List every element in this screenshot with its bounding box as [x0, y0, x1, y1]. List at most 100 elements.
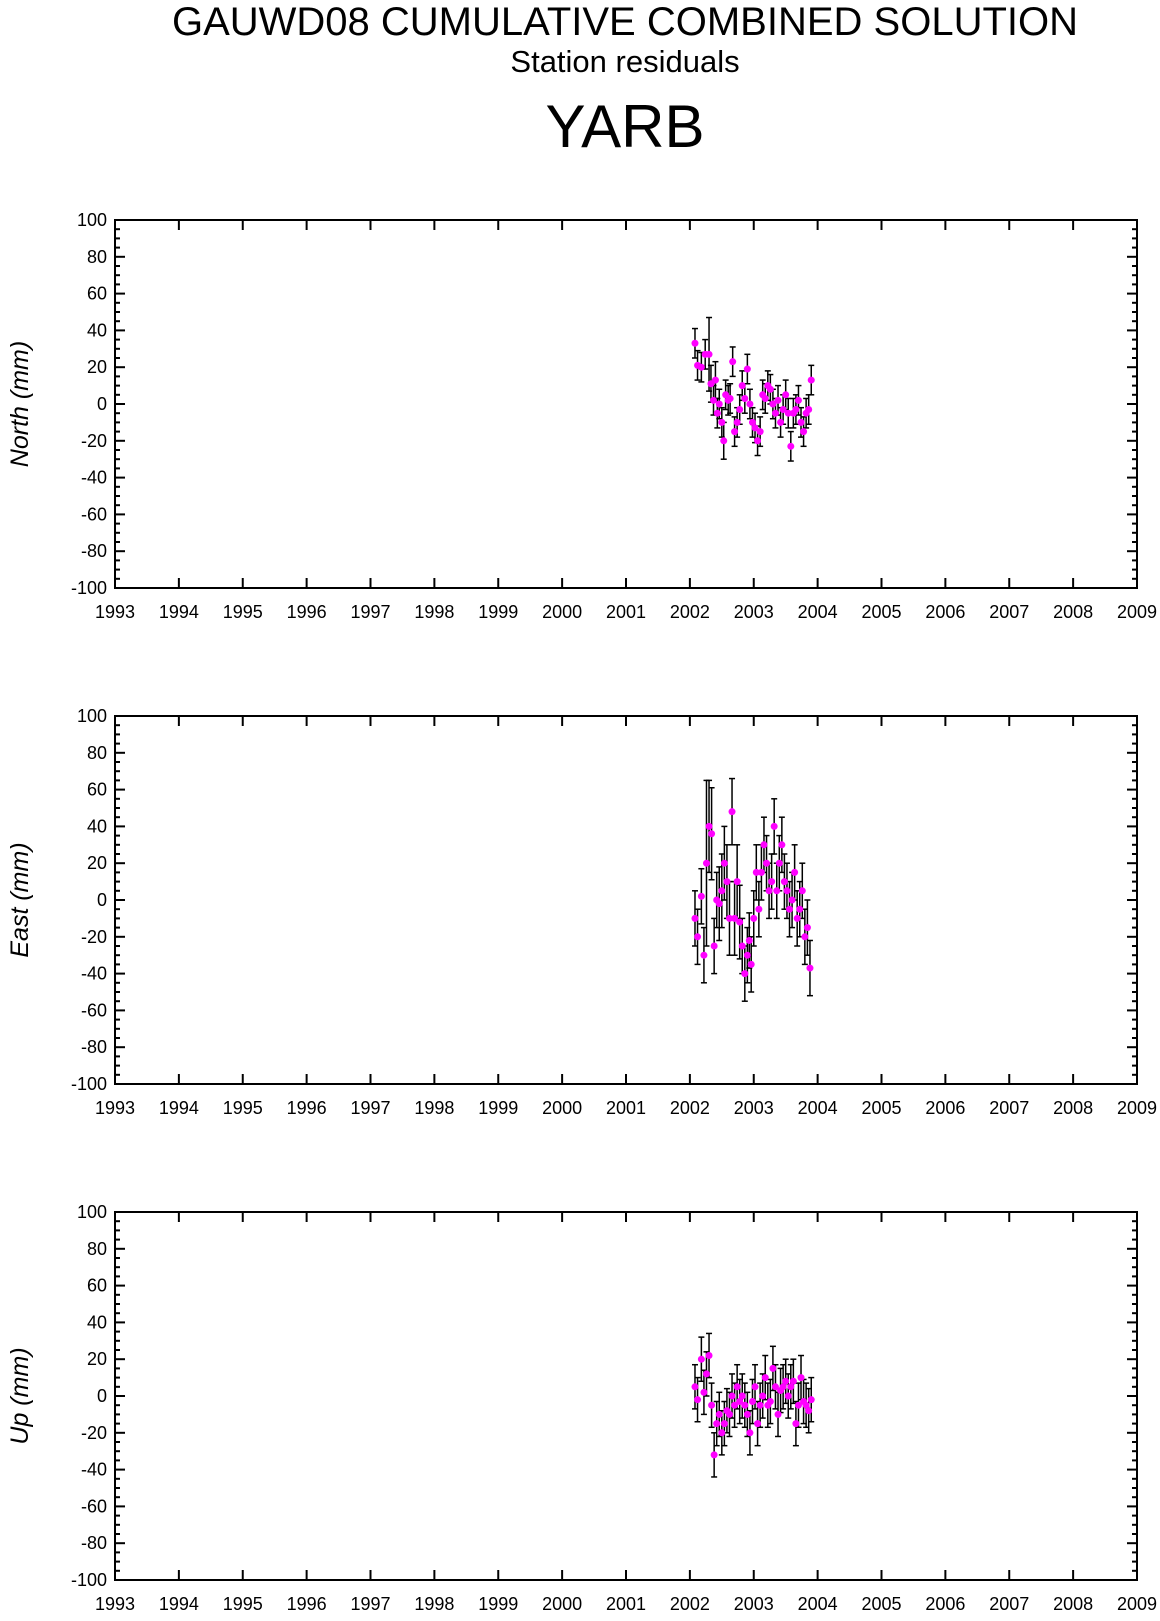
data-point — [748, 418, 756, 426]
x-tick-label: 1999 — [478, 602, 518, 622]
y-tick-label: 0 — [97, 890, 107, 910]
data-point — [782, 391, 790, 399]
x-tick-label: 1998 — [414, 1594, 454, 1614]
x-tick-label: 1999 — [478, 1098, 518, 1118]
y-tick-label: 80 — [87, 247, 107, 267]
data-point — [754, 1420, 762, 1428]
data-point — [745, 936, 753, 944]
y-tick-label: -80 — [81, 1037, 107, 1057]
y-tick-label: -100 — [71, 578, 107, 598]
data-point — [741, 394, 749, 402]
data-point — [779, 1383, 787, 1391]
data-point — [792, 1420, 800, 1428]
x-tick-label: 1994 — [159, 1098, 199, 1118]
x-tick-label: 1998 — [414, 1098, 454, 1118]
data-point — [728, 808, 736, 816]
x-tick-label: 2009 — [1117, 1098, 1157, 1118]
data-point — [710, 396, 718, 404]
x-tick-label: 2001 — [606, 1098, 646, 1118]
data-point — [708, 830, 716, 838]
data-point — [773, 887, 781, 895]
plot-frame — [114, 1211, 1138, 1581]
chart-subtitle: Station residuals — [510, 44, 740, 79]
data-point — [728, 1392, 736, 1400]
data-point — [731, 428, 739, 436]
data-point — [702, 1370, 710, 1378]
y-tick-label: -80 — [81, 1533, 107, 1553]
data-point — [731, 914, 739, 922]
x-tick-label: 1995 — [223, 1594, 263, 1614]
data-point — [761, 1374, 769, 1382]
data-point — [766, 1398, 774, 1406]
x-tick-label: 1997 — [350, 602, 390, 622]
data-point — [789, 1377, 797, 1385]
data-point — [792, 406, 800, 414]
data-point — [779, 406, 787, 414]
data-point — [731, 1401, 739, 1409]
x-tick-label: 2009 — [1117, 1594, 1157, 1614]
x-tick-label: 2000 — [542, 602, 582, 622]
x-tick-label: 2008 — [1053, 1098, 1093, 1118]
data-point — [750, 914, 758, 922]
data-point — [751, 1383, 759, 1391]
data-point — [710, 1451, 718, 1459]
x-tick-label: 1996 — [287, 1098, 327, 1118]
data-point — [746, 400, 754, 408]
data-point — [756, 1401, 764, 1409]
chart-title: GAUWD08 CUMULATIVE COMBINED SOLUTION — [171, 0, 1079, 44]
data-point — [805, 1407, 813, 1415]
data-point — [694, 933, 702, 941]
data-point — [705, 350, 713, 358]
data-point — [736, 1398, 744, 1406]
data-point — [759, 1392, 767, 1400]
x-tick-label: 2008 — [1053, 1594, 1093, 1614]
data-point — [751, 424, 759, 432]
data-point — [768, 878, 776, 886]
y-tick-label: 0 — [97, 394, 107, 414]
data-point — [738, 942, 746, 950]
y-tick-label: 40 — [87, 816, 107, 836]
data-point — [796, 905, 804, 913]
data-point — [797, 418, 805, 426]
x-tick-label: 2005 — [861, 1098, 901, 1118]
data-point — [743, 1410, 751, 1418]
data-point — [769, 400, 777, 408]
data-point — [720, 859, 728, 867]
data-point — [726, 394, 734, 402]
data-point — [755, 905, 763, 913]
data-point — [794, 396, 802, 404]
x-tick-label: 1995 — [223, 602, 263, 622]
data-point — [694, 1396, 702, 1404]
data-point — [715, 1410, 723, 1418]
data-point — [700, 1388, 708, 1396]
data-point — [697, 363, 705, 371]
data-point — [733, 878, 741, 886]
y-tick-label: 0 — [97, 1386, 107, 1406]
x-tick-label: 1998 — [414, 602, 454, 622]
x-tick-label: 2002 — [670, 1098, 710, 1118]
x-tick-label: 2002 — [670, 1594, 710, 1614]
data-point — [775, 859, 783, 867]
y-tick-label: -40 — [81, 468, 107, 488]
y-axis-label: Up (mm) — [6, 1347, 34, 1444]
data-point — [771, 409, 779, 417]
x-tick-label: 1999 — [478, 1594, 518, 1614]
y-tick-label: 40 — [87, 1312, 107, 1332]
x-tick-label: 2006 — [925, 602, 965, 622]
x-tick-label: 1993 — [95, 1098, 135, 1118]
y-tick-label: 60 — [87, 780, 107, 800]
data-point — [782, 1377, 790, 1385]
y-tick-label: 100 — [77, 1202, 107, 1222]
x-tick-label: 2003 — [734, 1098, 774, 1118]
data-point — [738, 1392, 746, 1400]
data-point — [805, 406, 813, 414]
data-point — [761, 394, 769, 402]
x-tick-label: 2005 — [861, 1594, 901, 1614]
x-tick-label: 2007 — [989, 602, 1029, 622]
data-point — [718, 1429, 726, 1437]
data-point — [748, 1398, 756, 1406]
data-point — [725, 914, 733, 922]
y-tick-label: -100 — [71, 1074, 107, 1094]
x-tick-label: 2001 — [606, 1594, 646, 1614]
data-point — [736, 406, 744, 414]
